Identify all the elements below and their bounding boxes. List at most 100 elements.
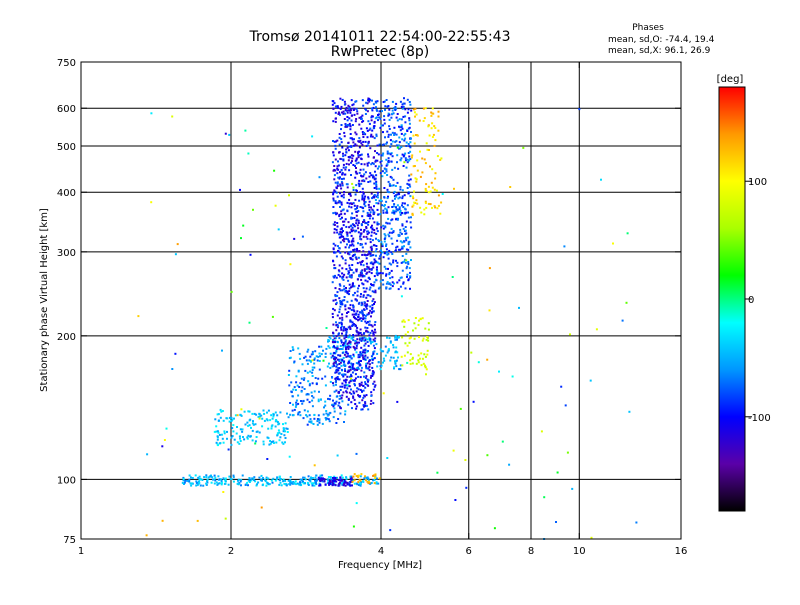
data-point (349, 326, 352, 329)
data-point (261, 484, 264, 487)
data-point (335, 371, 338, 374)
data-point (381, 272, 384, 275)
data-point (346, 342, 349, 345)
data-point (341, 351, 344, 354)
data-point (350, 392, 353, 395)
data-point (362, 275, 365, 277)
data-point (340, 323, 343, 325)
data-point (228, 475, 231, 478)
data-point (338, 481, 341, 484)
data-point (346, 243, 348, 246)
data-point (348, 290, 351, 293)
data-point (251, 429, 254, 432)
y-tick-label: 750 (57, 58, 76, 69)
data-point (359, 351, 362, 354)
data-point (338, 401, 341, 404)
data-point (355, 133, 358, 136)
data-point (343, 353, 346, 356)
data-point (425, 338, 428, 341)
data-point (365, 101, 368, 104)
data-point (340, 235, 343, 238)
data-point (336, 172, 339, 175)
data-point (359, 388, 362, 391)
data-point (328, 336, 331, 338)
data-point (337, 176, 340, 179)
data-point (260, 506, 263, 509)
data-point (348, 267, 351, 270)
data-point (318, 352, 321, 355)
data-point (401, 245, 404, 248)
data-point (389, 359, 392, 362)
data-point (339, 477, 342, 480)
data-point (353, 392, 356, 395)
data-point (352, 186, 355, 189)
data-point (384, 234, 387, 237)
data-point (389, 139, 392, 142)
data-point (420, 211, 423, 214)
data-point (359, 168, 362, 171)
data-point (343, 386, 346, 389)
data-point (333, 475, 336, 478)
data-point (301, 479, 304, 482)
data-point (307, 393, 310, 396)
data-point (274, 425, 277, 428)
data-point (359, 139, 362, 142)
data-point (338, 348, 341, 351)
data-point (339, 284, 342, 287)
data-point (391, 218, 394, 221)
data-point (401, 138, 404, 141)
data-point (459, 407, 462, 410)
data-point (371, 99, 373, 102)
data-point (309, 370, 312, 373)
data-point (335, 276, 338, 279)
data-point (224, 482, 227, 485)
data-point (230, 416, 233, 419)
data-point (354, 230, 357, 233)
data-point (222, 419, 225, 422)
data-point (367, 99, 369, 102)
data-point (354, 159, 357, 162)
data-point (361, 260, 363, 263)
data-point (320, 477, 323, 480)
data-point (385, 208, 388, 211)
data-point (363, 253, 366, 256)
data-point (420, 352, 423, 355)
data-point (361, 194, 364, 197)
data-point (321, 422, 324, 425)
data-point (353, 138, 355, 141)
data-point (344, 290, 347, 293)
data-point (315, 480, 318, 482)
data-point (349, 256, 352, 259)
data-point (390, 356, 393, 359)
data-point (219, 408, 222, 411)
data-point (357, 368, 360, 370)
data-point (340, 341, 343, 344)
data-point (393, 210, 396, 213)
data-point (402, 319, 405, 322)
data-point (282, 423, 284, 426)
data-point (338, 372, 341, 375)
data-point (439, 158, 442, 161)
data-point (403, 240, 406, 243)
data-point (522, 146, 525, 149)
data-point (341, 272, 344, 275)
data-point (358, 284, 360, 287)
data-point (390, 263, 393, 266)
data-point (351, 407, 353, 410)
data-point (269, 442, 272, 445)
data-point (266, 482, 269, 485)
data-point (389, 287, 392, 290)
data-point (347, 355, 350, 358)
data-point (374, 328, 376, 331)
data-point (371, 109, 374, 112)
data-point (348, 381, 351, 384)
data-point (409, 195, 412, 198)
data-point (373, 350, 376, 353)
data-point (390, 269, 393, 272)
data-point (339, 305, 342, 308)
data-point (335, 400, 338, 403)
data-point (365, 404, 368, 407)
data-point (346, 291, 349, 294)
data-point (378, 165, 380, 168)
data-point (350, 478, 353, 481)
